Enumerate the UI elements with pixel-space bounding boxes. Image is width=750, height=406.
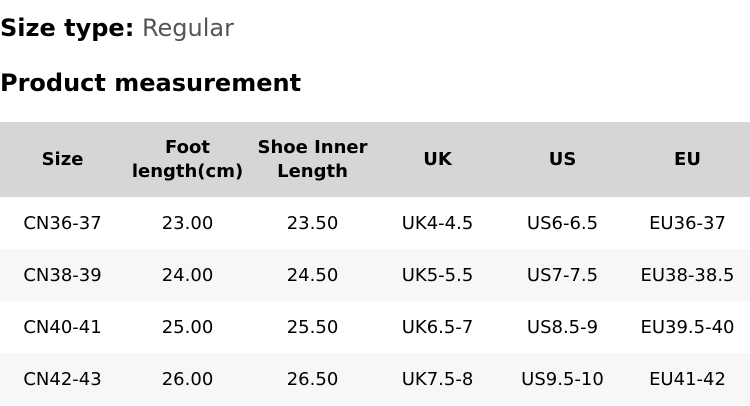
cell-uk: UK4-4.5 xyxy=(401,212,474,234)
cell-shoe-inner-length: 23.50 xyxy=(286,212,339,234)
cell-eu: EU36-37 xyxy=(649,212,726,234)
size-table: Size Foot length(cm) Shoe Inner Length U… xyxy=(0,122,750,405)
cell-us: US9.5-10 xyxy=(500,353,625,405)
size-type-label: Size type: xyxy=(0,14,135,42)
header-shoe-inner-length: Shoe Inner Length xyxy=(250,122,375,197)
header-foot-length: Foot length(cm) xyxy=(125,122,250,197)
cell-us: US6-6.5 xyxy=(526,212,599,234)
table-row: CN38-39 24.00 24.50 UK5-5.5 US7-7.5 EU38-38.5 xyxy=(0,249,750,301)
table-header-row: Size Foot length(cm) Shoe Inner Length U… xyxy=(0,122,750,197)
cell-size: CN36-37 xyxy=(23,212,102,234)
size-type-value: Regular xyxy=(141,14,234,42)
cell-foot-length: 23.00 xyxy=(161,212,214,234)
section-title: Product measurement xyxy=(0,69,302,97)
cell-uk: UK5-5.5 xyxy=(375,249,500,301)
cell-shoe-inner-length: 26.50 xyxy=(250,353,375,405)
cell-size: CN40-41 xyxy=(23,316,102,338)
cell-us: US8.5-9 xyxy=(526,316,599,338)
header-size: Size xyxy=(0,122,125,197)
header-eu: EU xyxy=(625,122,750,197)
cell-uk: UK6.5-7 xyxy=(401,316,474,338)
cell-foot-length: 25.00 xyxy=(161,316,214,338)
header-uk: UK xyxy=(375,122,500,197)
cell-eu: EU39.5-40 xyxy=(640,316,735,338)
cell-us: US7-7.5 xyxy=(500,249,625,301)
table-row: CN42-43 26.00 26.50 UK7.5-8 US9.5-10 EU41-42 xyxy=(0,353,750,405)
table-row: CN36-37 23.00 23.50 UK4-4.5 US6-6.5 EU36-37 xyxy=(0,197,750,249)
table-row: CN40-41 25.00 25.50 UK6.5-7 US8.5-9 EU39.5-40 xyxy=(0,301,750,353)
cell-uk: UK7.5-8 xyxy=(375,353,500,405)
cell-size: CN42-43 xyxy=(0,353,125,405)
cell-shoe-inner-length: 24.50 xyxy=(250,249,375,301)
cell-foot-length: 26.00 xyxy=(125,353,250,405)
cell-foot-length: 24.00 xyxy=(125,249,250,301)
cell-eu: EU38-38.5 xyxy=(625,249,750,301)
cell-eu: EU41-42 xyxy=(625,353,750,405)
cell-size: CN38-39 xyxy=(0,249,125,301)
size-type: Size type: Regular xyxy=(0,12,234,44)
cell-shoe-inner-length: 25.50 xyxy=(286,316,339,338)
header-us: US xyxy=(500,122,625,197)
